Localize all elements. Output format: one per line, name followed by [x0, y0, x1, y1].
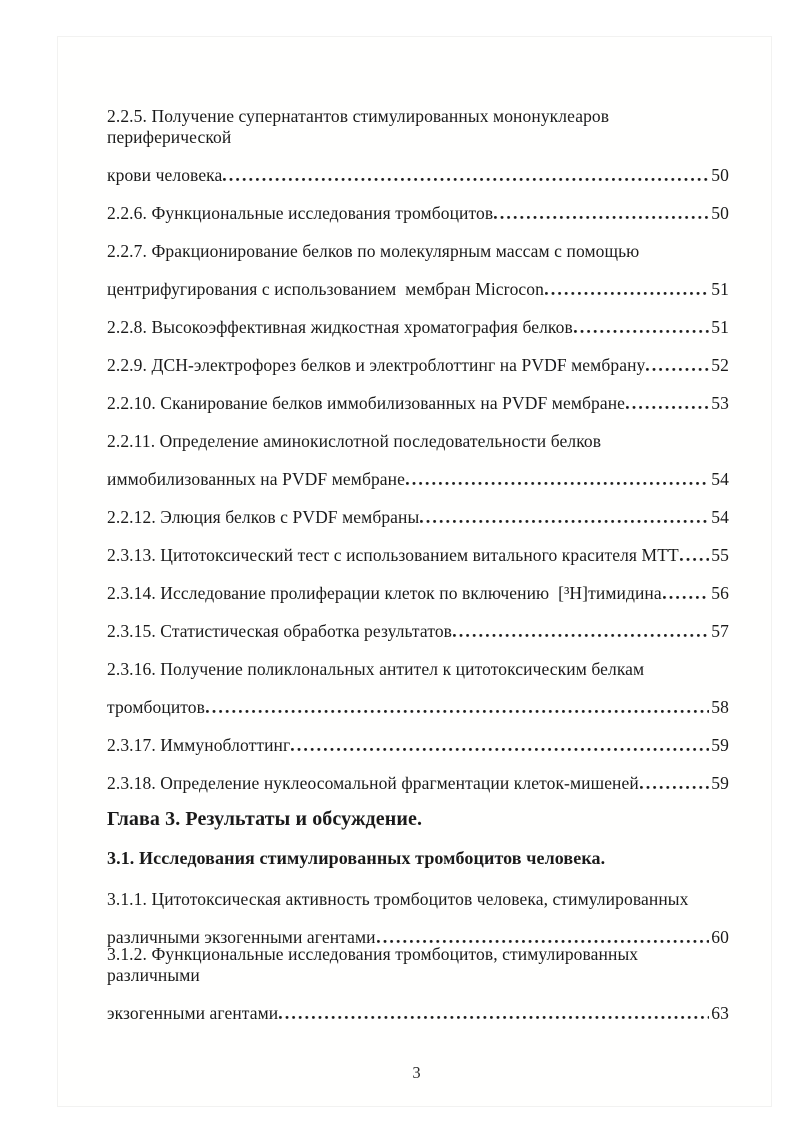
toc-page-number: 50: [711, 203, 729, 223]
toc-page-number: 59: [711, 735, 729, 755]
toc-page-number: 52: [711, 355, 729, 375]
toc-row: 2.2.8. Высокоэффективная жидкостная хром…: [107, 300, 729, 338]
toc-page-number: 58: [711, 697, 729, 717]
toc-page-number: 54: [711, 469, 729, 489]
toc-entry-text: 2.3.17. Иммуноблоттинг: [107, 735, 291, 755]
toc-row: тромбоцитов 58: [107, 680, 729, 718]
toc-row: 2.3.14. Исследование пролиферации клеток…: [107, 566, 729, 604]
dot-leader: [662, 583, 710, 604]
toc-page-number: 56: [711, 583, 729, 603]
toc-page-number: 60: [711, 927, 729, 947]
toc-row: 2.2.11. Определение аминокислотной после…: [107, 414, 729, 452]
toc-page-number: 51: [711, 279, 729, 299]
toc-entry-text: 3.1. Исследования стимулированных тромбо…: [107, 848, 606, 868]
toc-entry-text: различными экзогенными агентами: [107, 927, 376, 947]
dot-leader: [291, 735, 710, 756]
toc-entry-text: 2.2.9. ДСН-электрофорез белков и электро…: [107, 355, 646, 375]
toc-entry-text: 2.2.10. Сканирование белков иммобилизова…: [107, 393, 626, 413]
page-number-footer: 3: [412, 1063, 421, 1082]
toc-row: экзогенными агентами 63: [107, 986, 729, 1024]
dot-leader: [406, 469, 710, 490]
toc-row: 3.1.1. Цитотоксическая активность тромбо…: [107, 869, 729, 910]
toc-entry-text: 3.1.1. Цитотоксическая активность тромбо…: [107, 889, 689, 909]
toc-heading-row: Глава 3. Результаты и обсуждение.: [107, 794, 729, 831]
toc-entry-text: 2.3.18. Определение нуклеосомальной фраг…: [107, 773, 639, 793]
toc-entry-text: 2.3.13. Цитотоксический тест с использов…: [107, 545, 679, 565]
toc-entry-text: 2.2.5. Получение супернатантов стимулиро…: [107, 106, 614, 147]
toc-page-number: 53: [711, 393, 729, 413]
toc-row: 2.3.18. Определение нуклеосомальной фраг…: [107, 756, 729, 794]
toc-entry-text: 2.2.12. Элюция белков с PVDF мембраны: [107, 507, 420, 527]
dot-leader: [639, 773, 710, 794]
toc-row: 2.2.6. Функциональные исследования тромб…: [107, 186, 729, 224]
toc-row: 3.1.2. Функциональные исследования тромб…: [107, 944, 729, 986]
toc-page-number: 59: [711, 773, 729, 793]
toc-row: 2.3.16. Получение поликлональных антител…: [107, 642, 729, 680]
dot-leader: [279, 1003, 710, 1024]
dot-leader: [453, 621, 710, 642]
dot-leader: [626, 393, 710, 414]
toc-entry-text: 2.2.7. Фракционирование белков по молеку…: [107, 241, 640, 261]
toc-heading-row: 3.1. Исследования стимулированных тромбо…: [107, 831, 729, 869]
dot-leader: [573, 317, 710, 338]
toc-row: 2.2.7. Фракционирование белков по молеку…: [107, 224, 729, 262]
toc-entry-text: 2.3.15. Статистическая обработка результ…: [107, 621, 453, 641]
dot-leader: [376, 927, 710, 948]
dot-leader: [679, 545, 710, 566]
toc-page-number: 55: [711, 545, 729, 565]
dot-leader: [420, 507, 710, 528]
toc-entry-text: Глава 3. Результаты и обсуждение.: [107, 808, 423, 830]
toc-row: иммобилизованных на PVDF мембране 54: [107, 452, 729, 490]
toc-page-number: 50: [711, 165, 729, 185]
dot-leader: [223, 165, 710, 186]
toc-page-number: 57: [711, 621, 729, 641]
toc-row: 2.2.10. Сканирование белков иммобилизова…: [107, 376, 729, 414]
toc-row: различными экзогенными агентами 60: [107, 910, 729, 948]
toc-entry-text: 2.3.16. Получение поликлональных антител…: [107, 659, 645, 679]
toc-row: 2.2.12. Элюция белков с PVDF мембраны 54: [107, 490, 729, 528]
toc-row: 2.2.5. Получение супернатантов стимулиро…: [107, 106, 729, 148]
toc-page-number: 51: [711, 317, 729, 337]
toc-entry-text: 2.3.14. Исследование пролиферации клеток…: [107, 583, 662, 603]
toc-row: 2.3.13. Цитотоксический тест с использов…: [107, 528, 729, 566]
toc-entry-text: 2.2.6. Функциональные исследования тромб…: [107, 203, 494, 223]
toc-entry-text: тромбоцитов: [107, 697, 206, 717]
dot-leader: [646, 355, 710, 376]
toc-entry-text: центрифугирования с использованием мембр…: [107, 279, 544, 299]
toc-entry-text: иммобилизованных на PVDF мембране: [107, 469, 405, 489]
toc-page-number: 54: [711, 507, 729, 527]
toc-entry-text: 3.1.2. Функциональные исследования тромб…: [107, 944, 643, 985]
toc-row: 2.3.15. Статистическая обработка результ…: [107, 604, 729, 642]
toc-entry-text: крови человека: [107, 165, 223, 185]
toc-entry-text: экзогенными агентами: [107, 1003, 279, 1023]
dot-leader: [206, 697, 710, 718]
table-of-contents: 2.2.5. Получение супернатантов стимулиро…: [107, 106, 729, 1024]
toc-row: крови человека 50: [107, 148, 729, 186]
toc-row: 2.2.9. ДСН-электрофорез белков и электро…: [107, 338, 729, 376]
toc-entry-text: 2.2.8. Высокоэффективная жидкостная хром…: [107, 317, 573, 337]
toc-row: центрифугирования с использованием мембр…: [107, 262, 729, 300]
dot-leader: [494, 203, 710, 224]
toc-entry-text: 2.2.11. Определение аминокислотной после…: [107, 431, 602, 451]
toc-page-number: 63: [711, 1003, 729, 1023]
dot-leader: [545, 279, 710, 300]
toc-row: 2.3.17. Иммуноблоттинг 59: [107, 718, 729, 756]
